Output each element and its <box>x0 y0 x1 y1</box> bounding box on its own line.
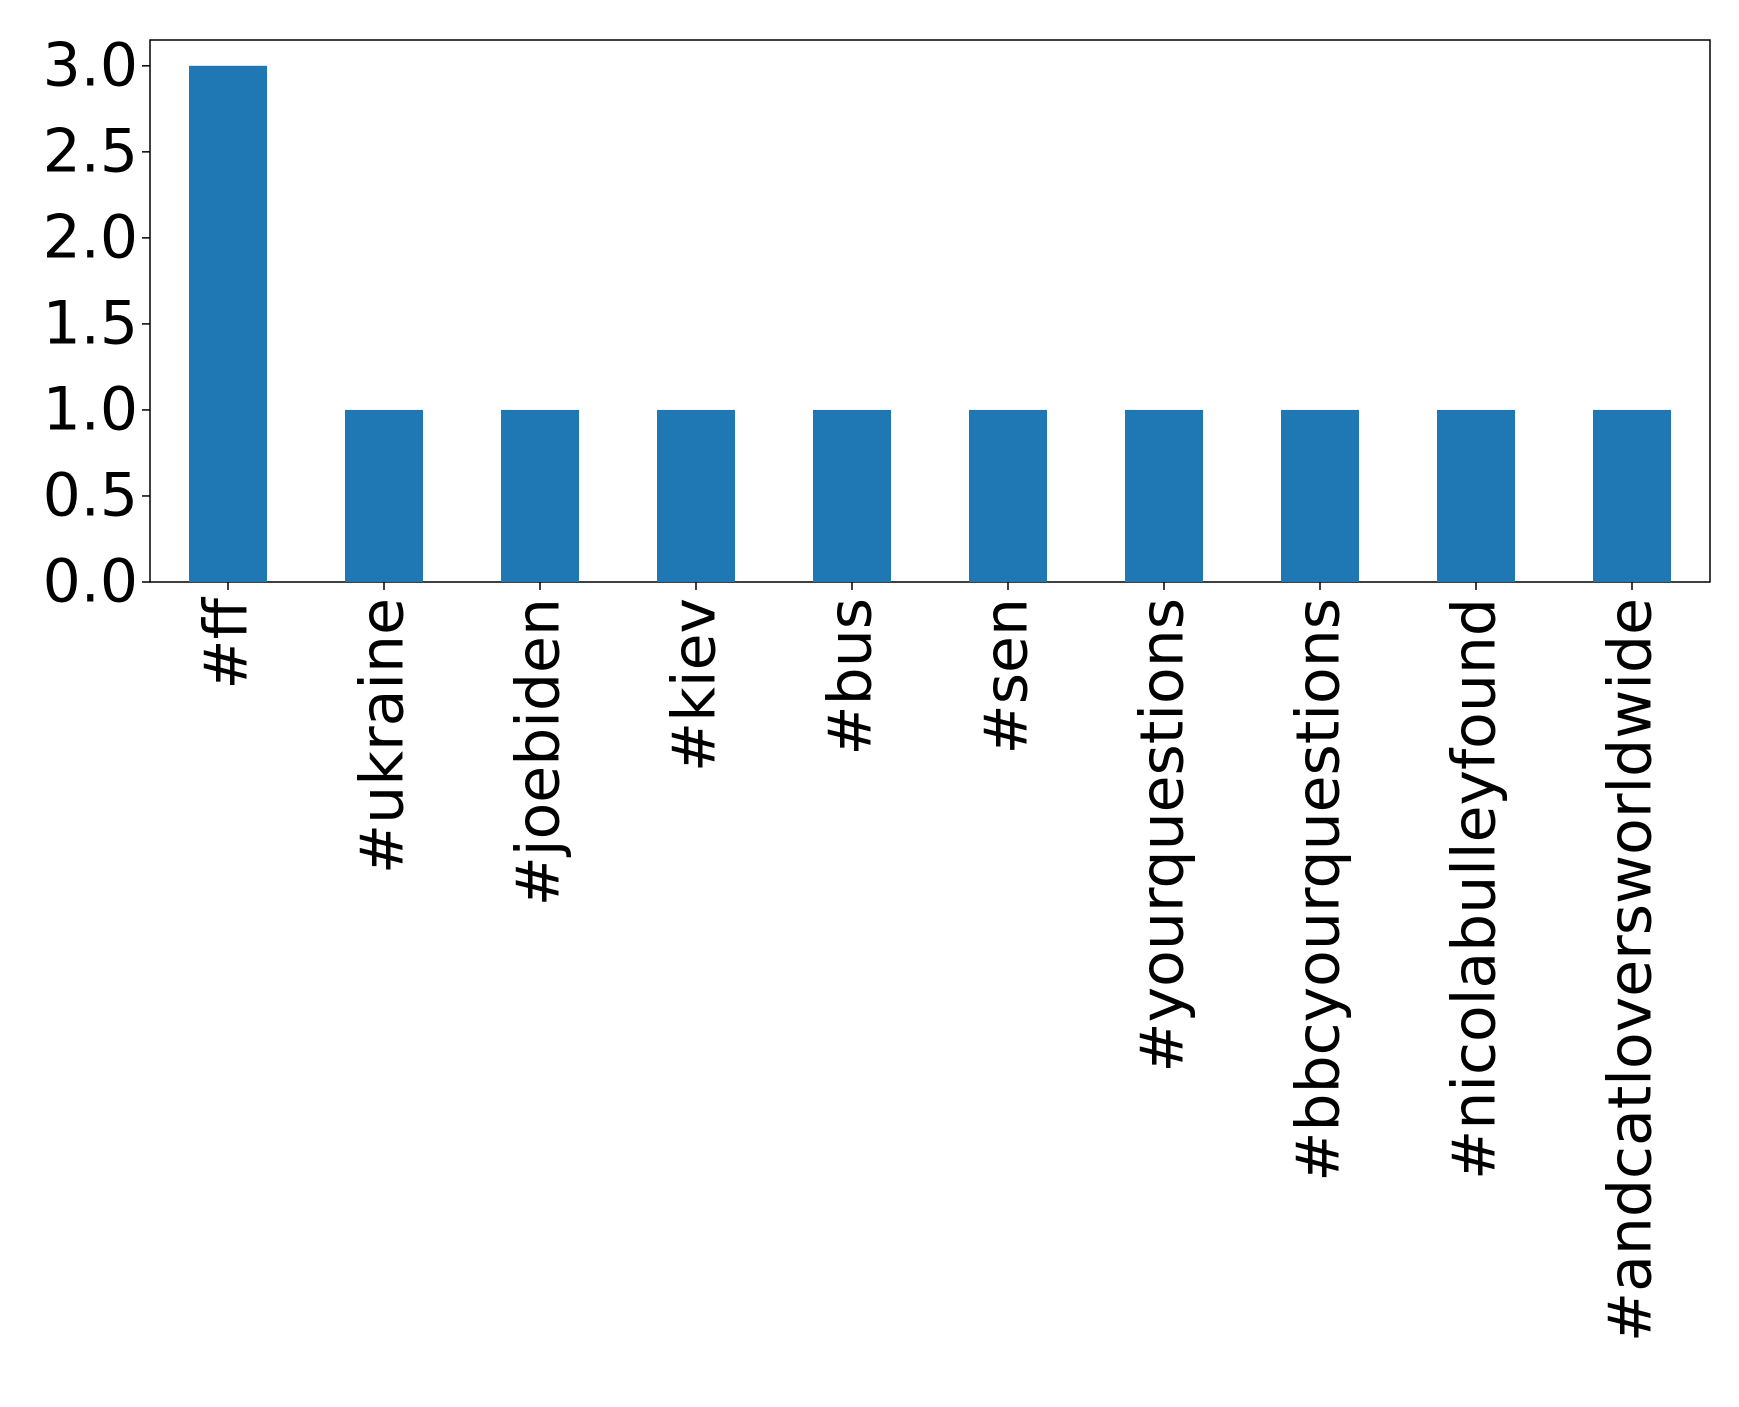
bar <box>189 65 267 583</box>
x-tick-label: #ff <box>192 596 262 689</box>
x-tick-label: #ukraine <box>348 598 418 874</box>
x-tick-label: #joebiden <box>504 598 574 906</box>
y-tick-label: 1.0 <box>43 375 138 445</box>
bar <box>657 409 735 582</box>
x-tick-label: #yourquestions <box>1128 598 1198 1073</box>
x-tick-label: #kiev <box>660 598 730 772</box>
bar <box>813 409 891 582</box>
bar <box>1437 409 1515 582</box>
bar <box>1593 409 1671 582</box>
bar <box>345 409 423 582</box>
bar <box>501 409 579 582</box>
x-tick-label: #andcatloversworldwide <box>1596 598 1666 1342</box>
y-tick-label: 3.0 <box>43 30 138 100</box>
y-tick-label: 0.0 <box>43 547 138 617</box>
y-tick-label: 2.5 <box>43 116 138 186</box>
x-tick-label: #bus <box>816 598 886 756</box>
y-tick-label: 0.5 <box>43 461 138 531</box>
x-tick-label: #bbcyourquestions <box>1284 598 1354 1182</box>
x-tick-label: #sen <box>972 598 1042 754</box>
bar <box>969 409 1047 582</box>
y-tick-label: 1.5 <box>43 288 138 358</box>
x-tick-label: #nicolabulleyfound <box>1440 598 1510 1180</box>
bar <box>1281 409 1359 582</box>
bar <box>1125 409 1203 582</box>
plot-frame <box>149 39 1711 583</box>
y-tick-label: 2.0 <box>43 202 138 272</box>
